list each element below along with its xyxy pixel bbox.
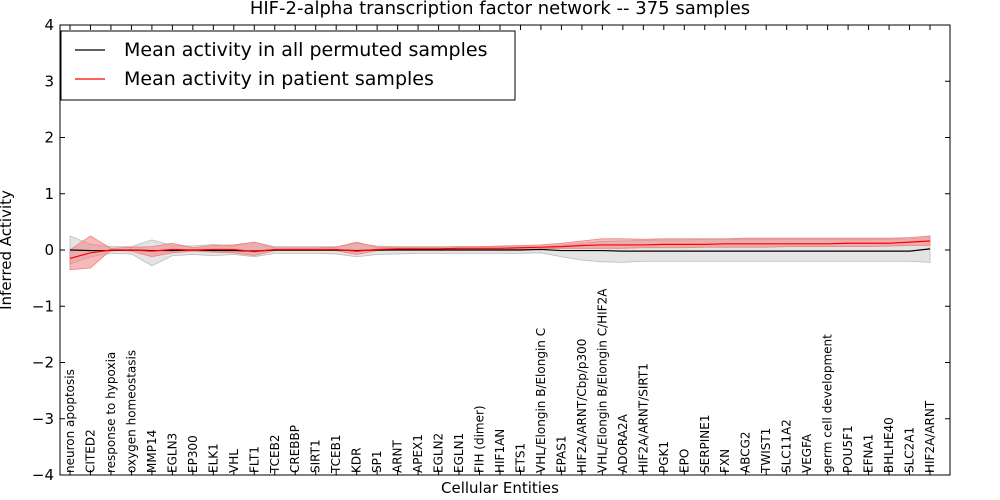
x-category-label: EP300 <box>186 435 200 473</box>
x-category-label: ELK1 <box>206 443 220 473</box>
x-category-label: PGK1 <box>657 441 671 473</box>
x-category-label: VHL/Elongin B/Elongin C <box>534 328 548 473</box>
y-axis-label: Inferred Activity <box>0 190 15 310</box>
x-category-label: TCEB2 <box>268 435 282 474</box>
y-tick-label: 2 <box>44 129 54 147</box>
x-axis-label: Cellular Entities <box>441 479 559 497</box>
x-category-label: FIH (dimer) <box>473 405 487 473</box>
x-category-label: CREBBP <box>288 425 302 473</box>
x-category-label: FXN <box>718 449 732 473</box>
x-category-label: VHL/Elongin B/Elongin C/HIF2A <box>595 288 609 473</box>
legend-box <box>60 30 516 101</box>
x-category-label: TCEB1 <box>329 435 343 474</box>
legend-label-patient: Mean activity in patient samples <box>124 68 434 90</box>
x-category-label: EPAS1 <box>554 435 568 473</box>
x-category-label: ARNT <box>391 439 405 473</box>
x-category-label: VHL <box>227 449 241 473</box>
y-tick-label: −2 <box>32 354 54 372</box>
x-category-label: HIF2A/ARNT/Cbp/p300 <box>575 339 589 473</box>
x-category-label: EPO <box>677 449 691 473</box>
x-category-label: ETS1 <box>513 443 527 473</box>
y-tick-label: −4 <box>32 466 54 484</box>
x-category-label: CITED2 <box>83 429 97 473</box>
x-category-label: SP1 <box>370 451 384 474</box>
series-lines <box>69 240 931 260</box>
x-category-label: POU5F1 <box>841 425 855 473</box>
y-tick-label: 0 <box>44 241 54 259</box>
x-category-label: HIF1AN <box>493 429 507 473</box>
legend: Mean activity in all permuted samples Me… <box>60 30 516 101</box>
x-category-label: SIRT1 <box>309 439 323 473</box>
y-tick-label: 1 <box>44 185 54 203</box>
x-category-label: response to hypoxia <box>104 352 118 473</box>
line-series-0 <box>69 248 931 252</box>
x-category-label: EGLN3 <box>165 433 179 473</box>
x-category-label: TWIST1 <box>759 428 773 474</box>
x-category-label: FLT1 <box>247 446 261 473</box>
x-category-label: EGLN1 <box>452 433 466 473</box>
x-category-label: SLC11A2 <box>780 419 794 473</box>
x-category-label: KDR <box>350 448 364 473</box>
x-category-label: HIF2A/ARNT/SIRT1 <box>636 363 650 473</box>
x-category-label: HIF2A/ARNT <box>923 400 937 473</box>
line-series-1 <box>69 240 931 260</box>
x-category-label: SERPINE1 <box>698 414 712 473</box>
x-category-label: ADORA2A <box>616 413 630 473</box>
x-category-label: BHLHE40 <box>882 417 896 473</box>
x-category-label: EFNA1 <box>862 434 876 473</box>
x-category-label: MMP14 <box>145 430 159 473</box>
y-tick-label: −3 <box>32 410 54 428</box>
legend-label-permuted: Mean activity in all permuted samples <box>124 39 487 61</box>
x-category-label: EGLN2 <box>432 433 446 473</box>
confidence-bands <box>69 235 931 271</box>
chart-title: HIF-2-alpha transcription factor network… <box>250 0 750 19</box>
x-category-label: ABCG2 <box>739 431 753 473</box>
x-category-label: germ cell development <box>821 334 835 473</box>
x-category-label: SLC2A1 <box>903 427 917 473</box>
x-category-label: oxygen homeostasis <box>124 350 138 473</box>
x-axis: neuron apoptosis CITED2 response to hypoxi… <box>63 25 937 475</box>
x-category-label: APEX1 <box>411 434 425 473</box>
x-category-label: VEGFA <box>800 433 814 473</box>
y-tick-label: −1 <box>32 297 54 315</box>
x-category-label: neuron apoptosis <box>63 369 77 473</box>
y-tick-label: 3 <box>44 72 54 90</box>
y-axis: 4 3 2 1 0 −1 −2 −3 −4 <box>32 16 950 484</box>
y-tick-label: 4 <box>44 16 54 34</box>
